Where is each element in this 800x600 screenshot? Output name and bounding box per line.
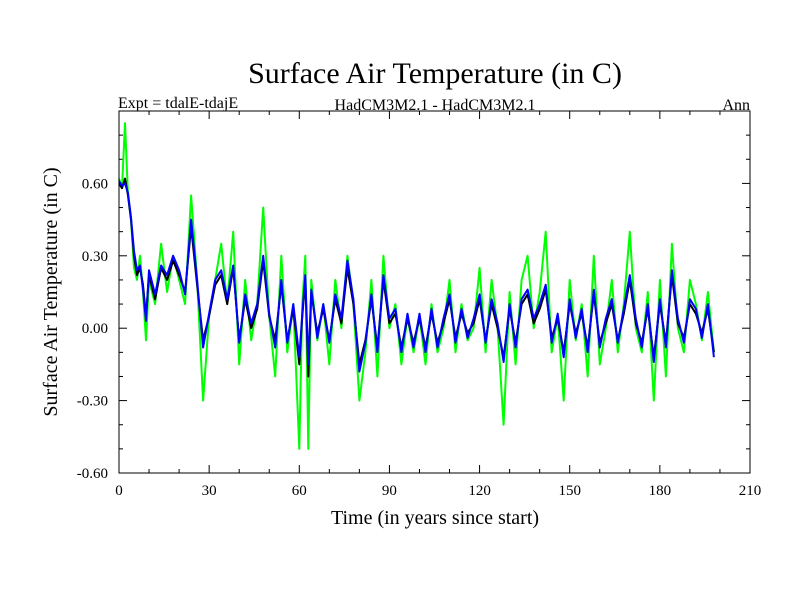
x-tick-label: 30	[202, 483, 217, 499]
series-group	[118, 122, 715, 450]
x-tick-label: 180	[649, 483, 672, 499]
x-tick-label: 150	[558, 483, 581, 499]
x-tick-label: 120	[468, 483, 491, 499]
y-tick-label: 0.60	[82, 176, 108, 192]
subtitle-right: Ann	[722, 97, 750, 114]
x-tick-labels: 0 30 60 90 120 150 180 210	[115, 483, 761, 499]
x-axis-label: Time (in years since start)	[331, 507, 539, 529]
plot-frame	[118, 110, 751, 474]
y-tick-labels: -0.60 -0.30 0.00 0.30 0.60	[77, 176, 108, 482]
y-tick-label: 0.30	[82, 249, 108, 265]
x-tick-label: 60	[292, 483, 307, 499]
series-line-blue	[118, 180, 715, 373]
subtitle-left: Expt = tdalE-tdajE	[118, 95, 238, 112]
y-tick-label: -0.30	[77, 394, 108, 410]
y-axis-label: Surface Air Temperature (in C)	[40, 167, 62, 416]
series-line-green	[118, 122, 715, 450]
x-tick-label: 210	[739, 483, 762, 499]
x-tick-label: 90	[382, 483, 397, 499]
x-tick-label: 0	[115, 483, 123, 499]
y-tick-label: -0.60	[77, 466, 108, 482]
y-tick-label: 0.00	[82, 321, 108, 337]
series-line-black	[118, 177, 715, 378]
chart-title: Surface Air Temperature (in C)	[248, 57, 622, 90]
subtitle-center: HadCM3M2.1 - HadCM3M2.1	[335, 97, 536, 114]
